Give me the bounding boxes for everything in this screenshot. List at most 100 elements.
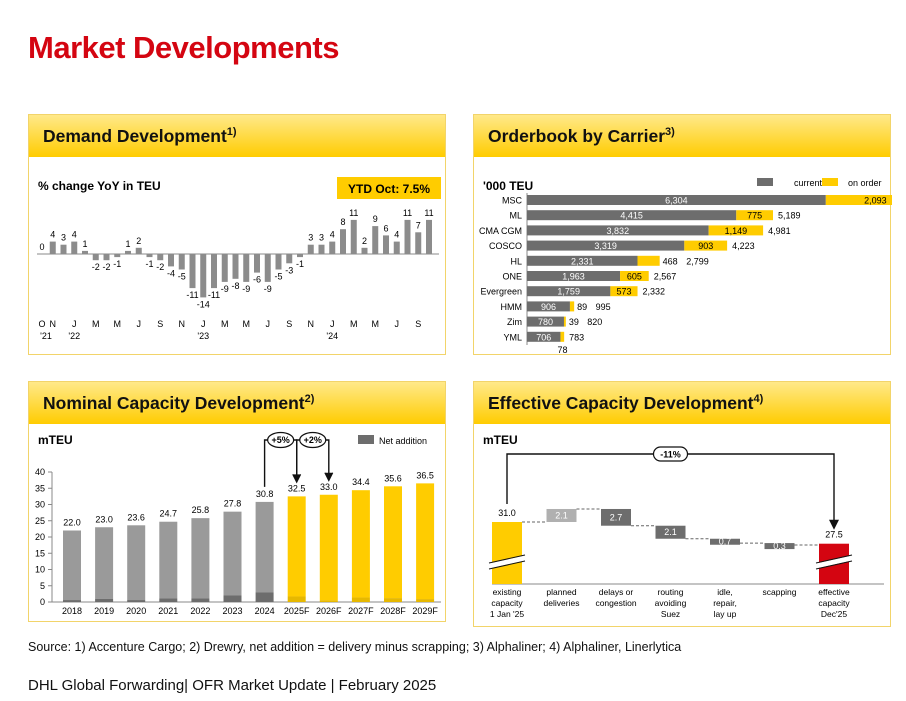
demand-month-tick: S (286, 319, 292, 329)
demand-value-label: -11 (208, 290, 220, 300)
nominal-category-label: 2020 (126, 606, 146, 616)
demand-bar (71, 241, 78, 254)
nominal-bar-net-addition (384, 598, 402, 602)
effective-ylabel: mTEU (483, 433, 518, 447)
demand-bar (243, 254, 250, 282)
demand-month-tick: M (221, 319, 229, 329)
orderbook-current-label: 1,963 (562, 272, 585, 282)
orderbook-bar-onorder (563, 316, 566, 327)
effective-category-label: routing (658, 587, 684, 597)
orderbook-bar-onorder (620, 271, 649, 281)
orderbook-bar-onorder (569, 301, 575, 312)
demand-bar (329, 241, 336, 254)
nominal-value-label: 34.4 (352, 477, 370, 487)
demand-value-label: 2 (362, 236, 367, 246)
demand-panel: Demand Development1) % change YoY in TEU… (28, 114, 446, 355)
demand-bar (393, 241, 400, 254)
nominal-category-label: 2018 (62, 606, 82, 616)
effective-category-label: deliveries (544, 598, 580, 608)
effective-category-label: congestion (595, 598, 636, 608)
demand-value-label: 3 (308, 233, 313, 243)
demand-bar (404, 219, 411, 254)
demand-value-label: -2 (92, 262, 100, 272)
demand-value-label: 11 (403, 208, 412, 218)
nominal-category-label: 2027F (348, 606, 374, 616)
demand-year-tick: '22 (68, 331, 80, 341)
nominal-category-label: 2029F (412, 606, 438, 616)
nominal-value-label: 23.6 (127, 512, 145, 522)
nominal-panel-header: Nominal Capacity Development2) (29, 382, 445, 424)
orderbook-total-label: 995 (596, 302, 611, 312)
demand-month-tick: N (308, 319, 315, 329)
nominal-bar-net-addition (351, 597, 370, 602)
orderbook-panel-title: Orderbook by Carrier3) (488, 126, 675, 146)
demand-value-label: -9 (264, 284, 272, 294)
demand-bar (372, 226, 379, 254)
effective-category-label: avoiding (655, 598, 687, 608)
demand-month-tick: O (38, 319, 45, 329)
demand-value-label: 4 (50, 230, 55, 240)
demand-bar (340, 229, 346, 254)
nominal-value-label: 35.6 (384, 473, 402, 483)
nominal-bar (319, 494, 338, 601)
orderbook-legend-onorder: on order (848, 178, 882, 188)
demand-bar (297, 254, 303, 258)
demand-value-label: 4 (394, 230, 399, 240)
demand-bar (60, 244, 67, 254)
effective-category-label: effective (818, 587, 850, 597)
demand-value-label: 9 (373, 214, 378, 224)
demand-bar (168, 254, 174, 267)
nominal-value-label: 24.7 (160, 509, 178, 519)
orderbook-current-label: 906 (541, 302, 556, 312)
nominal-category-label: 2025F (284, 606, 310, 616)
demand-value-label: -1 (145, 259, 153, 269)
demand-value-label: -5 (274, 272, 282, 282)
orderbook-bar-onorder (560, 331, 565, 342)
nominal-value-label: 22.0 (63, 518, 81, 528)
orderbook-onorder-label: 605 (627, 272, 642, 282)
effective-panel: Effective Capacity Development4) mTEU 31.… (473, 381, 891, 627)
demand-month-tick: M (243, 319, 251, 329)
effective-value-label: 0.3 (773, 541, 786, 551)
nominal-panel-title: Nominal Capacity Development2) (43, 393, 315, 413)
demand-month-tick: S (415, 319, 421, 329)
orderbook-total-label: 4,981 (768, 226, 791, 236)
nominal-bar-net-addition (127, 600, 146, 602)
effective-panel-title: Effective Capacity Development4) (488, 393, 764, 413)
nominal-category-label: 2028F (380, 606, 406, 616)
orderbook-current-label: 2,331 (571, 256, 594, 266)
nominal-category-label: 2026F (316, 606, 342, 616)
demand-value-label: -1 (113, 259, 121, 269)
effective-axis-break (815, 555, 853, 569)
demand-value-label: 11 (424, 208, 433, 218)
effective-category-label: Dec'25 (821, 609, 847, 619)
nominal-category-label: 2023 (222, 606, 242, 616)
orderbook-bar-current (527, 286, 611, 297)
demand-bar (350, 219, 357, 254)
demand-month-tick: J (201, 319, 206, 329)
effective-axis-break (488, 555, 526, 569)
page-title: Market Developments (28, 30, 339, 65)
nominal-chart: mTEU Net addition 0 5 10 15 20 25 30 35 40 22.0 2018… (35, 431, 441, 616)
nominal-ytick: 10 (35, 565, 45, 575)
orderbook-category-label: ONE (502, 272, 522, 282)
demand-month-tick: M (372, 319, 380, 329)
nominal-bar-net-addition (63, 600, 81, 602)
demand-value-label: -11 (186, 290, 198, 300)
effective-value-label: 2.1 (664, 527, 677, 537)
demand-bar (275, 254, 282, 270)
nominal-growth-arrow (324, 472, 334, 482)
effective-panel-header: Effective Capacity Development4) (474, 382, 890, 424)
demand-bar (415, 232, 422, 254)
demand-bar (200, 254, 207, 298)
footer-brand: DHL Global Forwarding| OFR Market Update… (28, 677, 437, 694)
demand-month-tick: J (330, 319, 335, 329)
nominal-value-label: 23.0 (95, 514, 113, 524)
effective-category-label: repair, (713, 598, 737, 608)
demand-bar (49, 241, 56, 254)
demand-value-label: 3 (61, 233, 66, 243)
nominal-ytick: 0 (40, 597, 45, 607)
nominal-bar-net-addition (223, 595, 242, 602)
nominal-legend-swatch (358, 435, 374, 444)
demand-bar (318, 244, 325, 254)
